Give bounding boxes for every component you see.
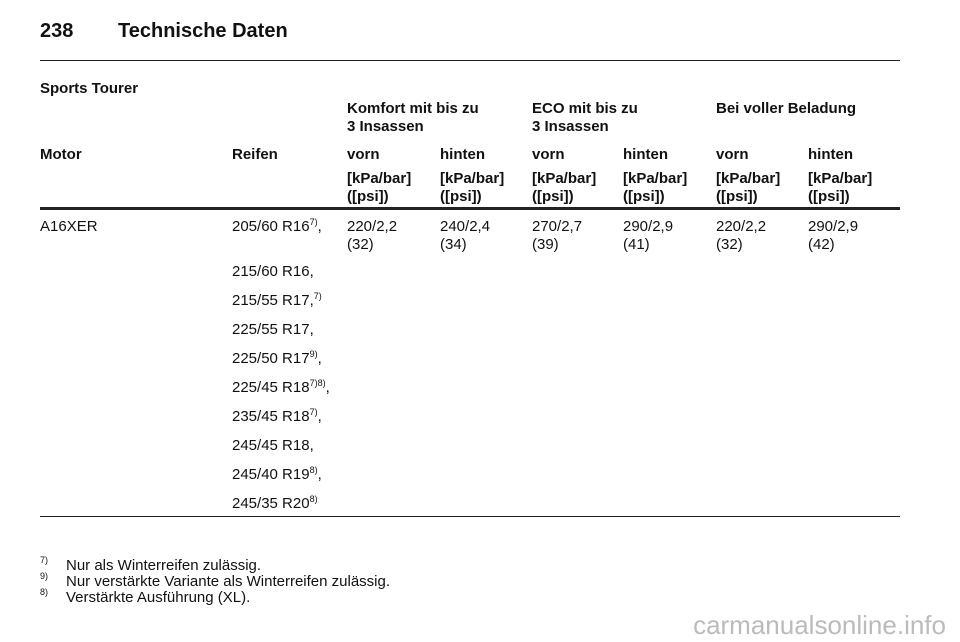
column-header: vorn: [532, 146, 565, 163]
tire-size: 245/45 R18,: [232, 437, 314, 455]
tire-size: 215/60 R16,: [232, 263, 314, 281]
table-header-rule: [40, 207, 900, 210]
tire-text: 235/45 R18: [232, 408, 310, 425]
unit-label: [kPa/bar]: [716, 170, 781, 187]
tire-text: 205/60 R16: [232, 218, 310, 235]
pressure: 290/2,9: [808, 218, 859, 235]
pressure: (39): [532, 236, 559, 253]
tire-size: 205/60 R167),: [232, 218, 322, 236]
footnote-ref: 7): [309, 217, 318, 227]
footnote-ref: 7)8): [309, 378, 326, 388]
footnote-mark: 8): [40, 587, 49, 597]
column-header: Reifen: [232, 146, 278, 163]
footnote-text: Nur verstärkte Variante als Winterreifen…: [66, 573, 391, 590]
group-header: Bei voller Beladung: [716, 100, 857, 117]
unit-label: [kPa/bar]: [440, 170, 505, 187]
pressure: 290/2,9: [623, 218, 674, 235]
tire-text: 225/55 R17,: [232, 321, 314, 338]
tire-text: 215/60 R16,: [232, 263, 314, 280]
tire-size: 215/55 R17,7): [232, 292, 322, 310]
unit-label: ([psi]): [440, 188, 482, 205]
footnote-mark: 7): [40, 555, 49, 565]
group-header: 3 Insassen: [532, 118, 609, 135]
column-header: hinten: [808, 146, 853, 163]
tire-size: 225/45 R187)8),: [232, 379, 330, 397]
tire-text: 245/45 R18,: [232, 437, 314, 454]
watermark: carmanualsonline.info: [693, 610, 946, 640]
tire-text: 225/45 R18: [232, 379, 310, 396]
header-rule: [40, 60, 900, 61]
unit-label: [kPa/bar]: [623, 170, 688, 187]
page-title: Technische Daten: [118, 20, 288, 42]
tire-suffix: ,: [317, 466, 322, 483]
tire-size: 235/45 R187),: [232, 408, 322, 426]
pressure: (34): [440, 236, 467, 253]
unit-label: ([psi]): [716, 188, 758, 205]
footnote-ref: 8): [309, 494, 318, 504]
unit-label: ([psi]): [808, 188, 850, 205]
column-header: hinten: [440, 146, 485, 163]
table-bottom-rule: [40, 516, 900, 517]
tire-text: 245/35 R20: [232, 495, 310, 512]
tire-size: 245/40 R198),: [232, 466, 322, 484]
tire-size: 225/55 R17,: [232, 321, 314, 339]
pressure: (41): [623, 236, 650, 253]
group-header: 3 Insassen: [347, 118, 424, 135]
column-header: hinten: [623, 146, 668, 163]
footnote-text: Verstärkte Ausführung (XL).: [66, 589, 251, 606]
column-header: vorn: [347, 146, 380, 163]
group-header: ECO mit bis zu: [532, 100, 638, 117]
column-header: vorn: [716, 146, 749, 163]
tire-suffix: ,: [325, 379, 330, 396]
unit-label: ([psi]): [623, 188, 665, 205]
pressure: 240/2,4: [440, 218, 491, 235]
pressure: 270/2,7: [532, 218, 583, 235]
pressure: (42): [808, 236, 835, 253]
footnote-ref: 7): [309, 407, 318, 417]
column-header: Motor: [40, 146, 82, 163]
footnote-mark: 9): [40, 571, 49, 581]
tire-suffix: ,: [317, 408, 322, 425]
footnote-text: Nur als Winterreifen zulässig.: [66, 557, 262, 574]
pressure: (32): [716, 236, 743, 253]
footnote-ref: 9): [309, 349, 318, 359]
motor: A16XER: [40, 218, 98, 235]
pressure: 220/2,2: [347, 218, 398, 235]
tire-text: 215/55 R17,: [232, 292, 314, 309]
tire-text: 225/50 R17: [232, 350, 310, 367]
unit-label: ([psi]): [347, 188, 389, 205]
pressure: 220/2,2: [716, 218, 767, 235]
unit-label: [kPa/bar]: [808, 170, 873, 187]
section-title: Sports Tourer: [40, 80, 139, 97]
tire-suffix: ,: [317, 350, 322, 367]
page-number: 238: [40, 20, 74, 42]
pressure: (32): [347, 236, 374, 253]
footnote-ref: 7): [313, 291, 322, 301]
tire-suffix: ,: [317, 218, 322, 235]
tire-text: 245/40 R19: [232, 466, 310, 483]
unit-label: [kPa/bar]: [532, 170, 597, 187]
tire-size: 225/50 R179),: [232, 350, 322, 368]
unit-label: [kPa/bar]: [347, 170, 412, 187]
group-header: Komfort mit bis zu: [347, 100, 479, 117]
tire-size: 245/35 R208): [232, 495, 318, 513]
unit-label: ([psi]): [532, 188, 574, 205]
footnote-ref: 8): [309, 465, 318, 475]
